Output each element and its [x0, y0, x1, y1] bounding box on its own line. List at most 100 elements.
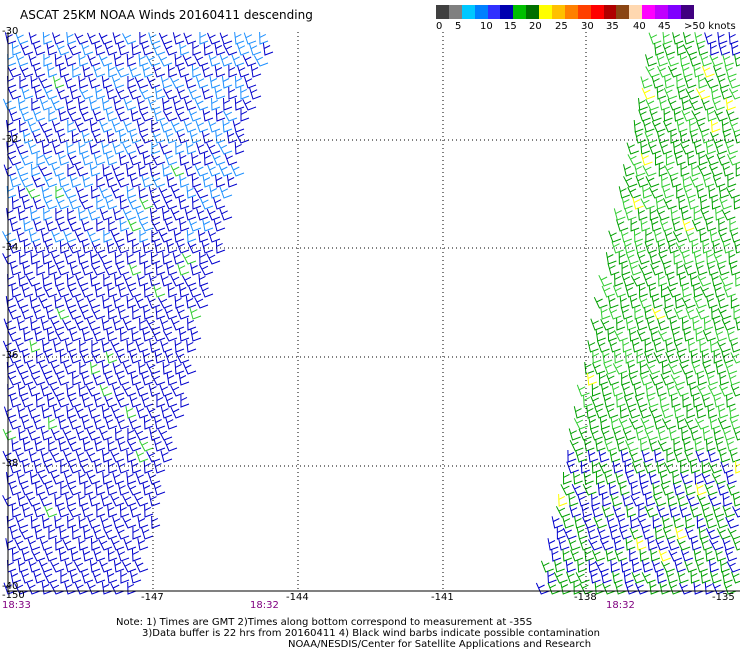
wind-barb	[569, 439, 584, 452]
wind-barb	[562, 548, 573, 562]
wind-barb	[590, 395, 604, 408]
wind-barb	[20, 483, 34, 496]
wind-barb	[677, 87, 689, 100]
wind-barb	[32, 131, 46, 144]
wind-barb	[50, 98, 65, 111]
wind-barb	[137, 538, 149, 551]
wind-barb	[162, 98, 173, 111]
wind-barb	[666, 449, 676, 463]
wind-barb	[91, 339, 101, 353]
wind-barb	[131, 42, 142, 56]
wind-barb	[717, 32, 728, 45]
legend-label: 5	[455, 21, 462, 32]
wind-barb	[648, 285, 659, 298]
wind-barb	[641, 560, 653, 573]
wind-barb	[27, 142, 41, 155]
wind-barb	[638, 98, 648, 111]
wind-barb	[38, 362, 53, 375]
wind-barb	[705, 527, 720, 540]
wind-barb	[673, 251, 683, 265]
wind-barb	[235, 131, 250, 144]
wind-barb	[214, 87, 226, 100]
wind-barb	[710, 87, 722, 100]
wind-barb	[603, 362, 617, 375]
legend-swatch	[513, 5, 527, 19]
wind-barb	[696, 120, 710, 133]
wind-barb	[590, 318, 604, 331]
wind-barb	[623, 395, 637, 408]
wind-barb	[41, 142, 53, 155]
wind-barb	[72, 372, 82, 386]
wind-barb	[135, 142, 149, 155]
wind-barb	[78, 538, 89, 551]
wind-barb	[33, 219, 46, 232]
wind-barb	[16, 230, 29, 243]
wind-barb	[190, 329, 202, 342]
wind-barb	[22, 263, 34, 276]
wind-barb	[722, 241, 734, 254]
wind-barb	[27, 538, 41, 551]
wind-barb	[52, 76, 65, 89]
wind-barb	[147, 98, 161, 111]
wind-barb	[20, 109, 34, 122]
wind-barb	[654, 450, 665, 463]
wind-barb	[577, 559, 587, 573]
wind-barb	[586, 406, 597, 419]
wind-barb	[657, 65, 671, 78]
wind-barb	[143, 307, 154, 320]
wind-barb	[143, 284, 154, 298]
wind-barb	[644, 505, 659, 518]
wind-barb	[688, 99, 703, 111]
wind-barb	[715, 207, 725, 221]
wind-barb	[159, 120, 173, 133]
legend-label: 0	[436, 21, 443, 32]
wind-barb	[663, 87, 678, 100]
wind-barb	[639, 548, 650, 562]
wind-barb	[676, 538, 691, 551]
wind-barb	[32, 241, 46, 254]
wind-barb	[708, 186, 718, 199]
wind-barb	[718, 43, 731, 56]
wind-barb	[111, 120, 125, 133]
wind-barb	[629, 263, 642, 276]
wind-barb	[645, 98, 659, 111]
wind-barb	[88, 76, 101, 89]
wind-barb	[115, 66, 130, 78]
wind-barb	[635, 175, 649, 188]
wind-barb	[148, 384, 161, 397]
wind-barb	[117, 43, 130, 56]
wind-barb	[43, 572, 58, 584]
wind-barb	[201, 131, 214, 144]
wind-barb	[15, 32, 29, 45]
wind-barb	[175, 351, 190, 364]
wind-barb	[700, 571, 711, 584]
wind-barb	[188, 285, 202, 298]
wind-barb	[112, 318, 125, 331]
wind-barb	[556, 526, 566, 540]
wind-barb	[583, 472, 594, 485]
wind-barb	[63, 230, 77, 243]
wind-barb	[729, 263, 740, 276]
wind-barb	[670, 208, 681, 221]
wind-barb	[96, 504, 106, 518]
wind-barb	[8, 241, 22, 254]
wind-barb	[684, 560, 697, 573]
wind-barb	[705, 153, 719, 166]
wind-barb	[620, 230, 633, 243]
wind-barb	[219, 32, 233, 45]
wind-barb	[58, 439, 70, 452]
wind-barb	[714, 549, 727, 562]
wind-barb	[59, 240, 70, 254]
wind-barb	[207, 164, 221, 177]
wind-barb	[170, 164, 185, 177]
wind-barb	[30, 251, 41, 265]
wind-barb	[615, 472, 627, 485]
wind-barb	[690, 570, 700, 584]
wind-barb	[69, 263, 82, 276]
wind-barb	[27, 120, 41, 133]
wind-barb	[5, 538, 17, 551]
wind-barb	[172, 252, 185, 265]
wind-barb	[591, 383, 601, 397]
wind-barb	[707, 450, 720, 463]
wind-barb	[654, 43, 665, 56]
